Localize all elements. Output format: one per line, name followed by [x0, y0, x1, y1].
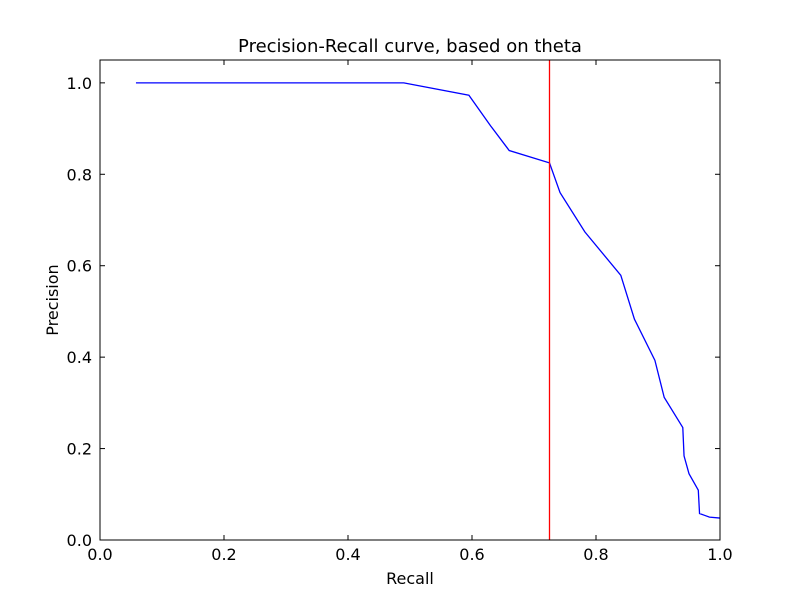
y-axis-label: Precision [43, 264, 62, 335]
x-tick-label: 1.0 [707, 545, 732, 564]
chart-title: Precision-Recall curve, based on theta [238, 36, 582, 57]
y-tick-label: 1.0 [67, 74, 92, 93]
plot-frame [99, 59, 721, 541]
x-tick-label: 0.6 [459, 545, 484, 564]
pr-curve-line-0 [135, 82, 721, 519]
x-tick-label: 0.2 [211, 545, 236, 564]
y-tick-label: 0.2 [67, 440, 92, 459]
x-tick-label: 0.4 [335, 545, 360, 564]
plot-area: 0.0 0.2 0.4 0.6 0.8 1.0 0.0 0.2 0.4 0.6 0.8 1.0 [67, 59, 733, 564]
y-tick-label: 0.4 [67, 348, 92, 367]
y-tick-label: 0.8 [67, 165, 92, 184]
x-tick-label: 0.8 [583, 545, 608, 564]
y-tick-label: 0.6 [67, 257, 92, 276]
x-tick-label: 0.0 [87, 545, 112, 564]
y-tick-label: 0.0 [67, 531, 92, 550]
x-axis-label: Recall [386, 569, 434, 588]
